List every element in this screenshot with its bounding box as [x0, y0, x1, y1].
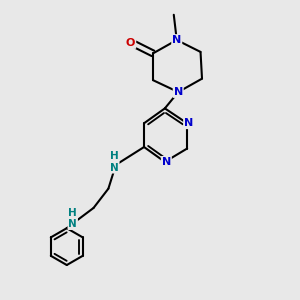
- Text: H
N: H N: [68, 208, 77, 229]
- Text: H
N: H N: [110, 151, 119, 173]
- Text: N: N: [184, 118, 193, 128]
- Text: N: N: [172, 35, 182, 45]
- Text: N: N: [162, 157, 171, 167]
- Text: O: O: [126, 38, 135, 48]
- Text: N: N: [174, 87, 183, 97]
